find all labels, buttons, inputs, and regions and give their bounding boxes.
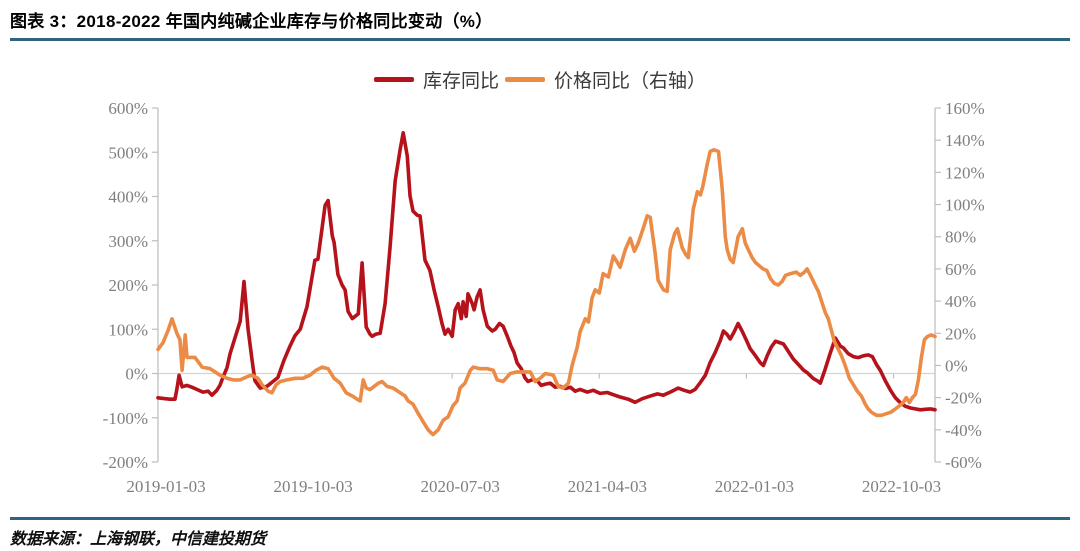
source-note: 数据来源：上海钢联，中信建投期货 bbox=[10, 531, 267, 548]
inventory-legend-swatch bbox=[373, 77, 414, 82]
x-axis-label-4: 2022-01-03 bbox=[715, 477, 794, 496]
right-axis-label-4: 80% bbox=[945, 228, 976, 247]
left-axis-label-5: 100% bbox=[108, 320, 148, 339]
x-axis-label-0: 2019-01-03 bbox=[126, 477, 205, 496]
legend-item-inventory: 库存同比 bbox=[373, 66, 499, 93]
price-line bbox=[156, 148, 937, 437]
x-axis-label-2: 2020-07-03 bbox=[421, 477, 500, 496]
chart-legend: 库存同比 价格同比（右轴） bbox=[0, 66, 1080, 93]
right-axis-label-8: 0% bbox=[945, 356, 968, 375]
left-axis-label-4: 200% bbox=[108, 276, 148, 295]
right-axis-label-1: 140% bbox=[945, 131, 985, 150]
left-axis-label-6: 0% bbox=[125, 365, 148, 384]
right-axis-label-10: -40% bbox=[945, 421, 982, 440]
price-legend-label: 价格同比（右轴） bbox=[554, 71, 707, 92]
top-divider bbox=[10, 38, 1070, 41]
right-axis-label-5: 60% bbox=[945, 260, 976, 279]
inventory-line bbox=[156, 131, 937, 412]
x-axis-label-5: 2022-10-03 bbox=[862, 477, 941, 496]
right-axis-label-9: -20% bbox=[945, 389, 982, 408]
right-axis-label-0: 160% bbox=[945, 99, 985, 118]
left-axis-label-2: 400% bbox=[108, 188, 148, 207]
left-axis-label-7: -100% bbox=[103, 409, 148, 428]
right-axis-label-11: -60% bbox=[945, 453, 982, 472]
left-axis-label-1: 500% bbox=[108, 143, 148, 162]
line-chart: 600% 500% 400% 300% 200% 100% 0% -100% -200% 160%… bbox=[103, 99, 985, 496]
right-axis-label-3: 100% bbox=[945, 196, 985, 215]
left-axis-label-3: 300% bbox=[108, 232, 148, 251]
inventory-legend-label: 库存同比 bbox=[422, 71, 499, 92]
left-axis-label-8: -200% bbox=[103, 453, 148, 472]
x-axis-label-1: 2019-10-03 bbox=[273, 477, 352, 496]
figure-title: 图表 3：2018-2022 年国内纯碱企业库存与价格同比变动（%） bbox=[10, 12, 493, 31]
right-axis-label-7: 20% bbox=[945, 324, 976, 343]
right-axis-label-6: 40% bbox=[945, 292, 976, 311]
legend-item-price: 价格同比（右轴） bbox=[505, 66, 706, 93]
right-axis-label-2: 120% bbox=[945, 163, 985, 182]
price-legend-swatch bbox=[505, 77, 545, 82]
bottom-divider bbox=[10, 517, 1070, 520]
x-axis-label-3: 2021-04-03 bbox=[568, 477, 647, 496]
left-axis-label-0: 600% bbox=[108, 99, 148, 118]
